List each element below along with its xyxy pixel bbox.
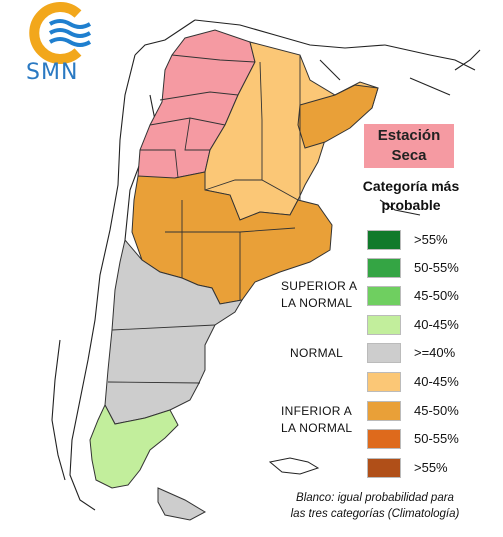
- legend-item: 40-45%: [367, 315, 487, 337]
- wave-icon: [48, 28, 92, 38]
- region-patagonia-norte: [104, 238, 243, 425]
- region-patagonia-sur: [89, 403, 179, 489]
- group-label-inferior: INFERIOR A LA NORMAL: [281, 403, 352, 437]
- legend-swatch: [367, 458, 401, 478]
- legend-label: 40-45%: [414, 317, 459, 332]
- legend-swatch: [367, 230, 401, 250]
- footnote-line1: Blanco: igual probabilidad para: [296, 492, 454, 504]
- legend-title-line2: probable: [381, 197, 441, 213]
- legend-label: 50-55%: [414, 260, 459, 275]
- group-label-line: LA NORMAL: [281, 296, 353, 310]
- legend-label: >55%: [414, 460, 448, 475]
- legend-swatch: [367, 315, 401, 335]
- legend-label: 45-50%: [414, 403, 459, 418]
- logo-text: SMN: [26, 60, 79, 85]
- season-label: Estación Seca: [364, 124, 454, 168]
- legend-swatch: [367, 372, 401, 392]
- footnote: Blanco: igual probabilidad para las tres…: [255, 490, 495, 522]
- legend-item: 45-50%: [367, 401, 487, 423]
- legend-swatch: [367, 286, 401, 306]
- legend-label: 45-50%: [414, 288, 459, 303]
- province-borders: [107, 54, 301, 384]
- legend-item: 45-50%: [367, 286, 487, 308]
- legend-item: 50-55%: [367, 429, 487, 451]
- region-centro-east: [297, 84, 379, 149]
- wave-icon: [48, 19, 92, 29]
- group-label-superior: SUPERIOR A LA NORMAL: [281, 278, 357, 312]
- malvinas-islands: [268, 457, 320, 475]
- legend-item: 50-55%: [367, 258, 487, 280]
- season-line1: Estación: [377, 127, 441, 144]
- legend-swatch: [367, 401, 401, 421]
- footnote-line2: las tres categorías (Climatología): [290, 508, 460, 520]
- region-tierra-del-fuego: [157, 487, 207, 521]
- legend-label: >55%: [414, 232, 448, 247]
- coastline: [51, 54, 136, 511]
- legend-label: >=40%: [414, 345, 456, 360]
- legend-title: Categoría más probable: [336, 177, 486, 215]
- legend-swatch: [367, 258, 401, 278]
- legend-item: 40-45%: [367, 372, 487, 394]
- season-line2: Seca: [391, 147, 427, 164]
- wave-icon: [48, 37, 92, 47]
- legend-swatch: [367, 343, 401, 363]
- legend-swatch: [367, 429, 401, 449]
- legend-item: >=40%: [367, 343, 487, 365]
- group-label-line: NORMAL: [290, 346, 344, 360]
- legend-label: 40-45%: [414, 374, 459, 389]
- sun-arc-icon: [29, 2, 82, 64]
- legend-label: 50-55%: [414, 431, 459, 446]
- legend-item: >55%: [367, 230, 487, 252]
- smn-logo: [29, 2, 92, 64]
- group-label-line: SUPERIOR A: [281, 279, 358, 293]
- legend-title-line1: Categoría más: [362, 178, 460, 194]
- group-label-normal: NORMAL: [290, 345, 343, 362]
- legend-item: >55%: [367, 458, 487, 480]
- group-label-line: INFERIOR A: [281, 404, 353, 418]
- group-label-line: LA NORMAL: [281, 421, 353, 435]
